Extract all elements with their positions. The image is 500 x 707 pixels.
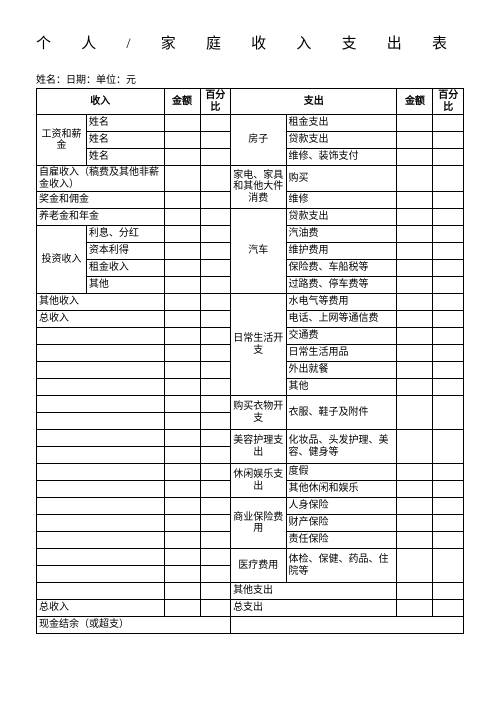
hdr-expense: 支出 [231,89,397,115]
cell [164,115,200,132]
cell: 贷款支出 [286,132,397,149]
table-row: 休闲娱乐支出 度假 [37,464,464,481]
cell: 租金支出 [286,115,397,132]
cell: 购买 [286,166,397,192]
cell: 汽油费 [286,226,397,243]
beauty-group: 美容护理支出 [231,430,286,464]
cell: 利息、分红 [86,226,164,243]
cell: 其他收入 [37,294,165,311]
table-row: 其他收入 日常生活开支 水电气等费用 [37,294,464,311]
appliance-group: 家电、家具和其他大件消费 [231,166,286,209]
cell: 日常生活用品 [286,345,397,362]
cell: 维护费用 [286,243,397,260]
cell: 姓名 [86,149,164,166]
cell: 奖金和佣金 [37,192,165,209]
cell [200,115,231,132]
table-row: 商业保险费用 人身保险 [37,498,464,515]
hdr-income: 收入 [37,89,165,115]
cell: 现金结余（或超支） [37,617,231,634]
cell: 水电气等费用 [286,294,397,311]
salary-group: 工资和薪金 [37,115,87,166]
cell: 贷款支出 [286,209,397,226]
table-row: 其他支出 [37,583,464,600]
cell: 衣服、鞋子及附件 [286,396,397,430]
income-expense-table: 收入 金额 百分比 支出 金额 百分比 工资和薪金 姓名 房子 租金支出 姓名 … [36,88,464,634]
cell: 其他 [286,379,397,396]
cell: 交通费 [286,328,397,345]
cell: 人身保险 [286,498,397,515]
cell: 资本利得 [86,243,164,260]
cell: 维修 [286,192,397,209]
hdr-percent: 百分比 [200,89,231,115]
cell: 总支出 [231,600,397,617]
bizins-group: 商业保险费用 [231,498,286,549]
table-row: 工资和薪金 姓名 房子 租金支出 [37,115,464,132]
hdr-percent2: 百分比 [433,89,464,115]
table-row: 养老金和年金 汽车 贷款支出 [37,209,464,226]
cell: 财产保险 [286,515,397,532]
cell [433,115,464,132]
leisure-group: 休闲娱乐支出 [231,464,286,498]
cell: 体检、保健、药品、住院等 [286,549,397,583]
cell: 自雇收入（稿费及其他非薪金收入） [37,166,165,192]
cell: 总收入 [37,600,165,617]
cell: 其他 [86,277,164,294]
cell: 姓名 [86,115,164,132]
cell: 责任保险 [286,532,397,549]
cell: 度假 [286,464,397,481]
cell: 过路费、停车费等 [286,277,397,294]
table-row: 购买衣物开支 衣服、鞋子及附件 [37,396,464,413]
cell: 养老金和年金 [37,209,165,226]
cell: 保险费、车船税等 [286,260,397,277]
cell: 其他休闲和娱乐 [286,481,397,498]
cell: 租金收入 [86,260,164,277]
table-row: 现金结余（或超支） [37,617,464,634]
daily-group: 日常生活开支 [231,294,286,396]
car-group: 汽车 [231,209,286,294]
cell: 化妆品、头发护理、美容、健身等 [286,430,397,464]
medical-group: 医疗费用 [231,549,286,583]
meta-line: 姓名：日期：单位：元 [36,71,464,86]
cell: 维修、装饰支付 [286,149,397,166]
table-row: 医疗费用 体检、保健、药品、住院等 [37,549,464,566]
table-row: 收入 金额 百分比 支出 金额 百分比 [37,89,464,115]
table-row: 总收入 总支出 [37,600,464,617]
cell [397,115,433,132]
invest-group: 投资收入 [37,226,87,294]
hdr-amount: 金额 [164,89,200,115]
clothing-group: 购买衣物开支 [231,396,286,430]
cell: 外出就餐 [286,362,397,379]
table-row: 美容护理支出 化妆品、头发护理、美容、健身等 [37,430,464,447]
page-title: 个人/家庭收入支出表 [36,32,464,53]
cell: 姓名 [86,132,164,149]
cell: 总收入 [37,311,165,328]
hdr-amount2: 金额 [397,89,433,115]
cell: 其他支出 [231,583,397,600]
housing-group: 房子 [231,115,286,166]
cell: 电话、上网等通信费 [286,311,397,328]
